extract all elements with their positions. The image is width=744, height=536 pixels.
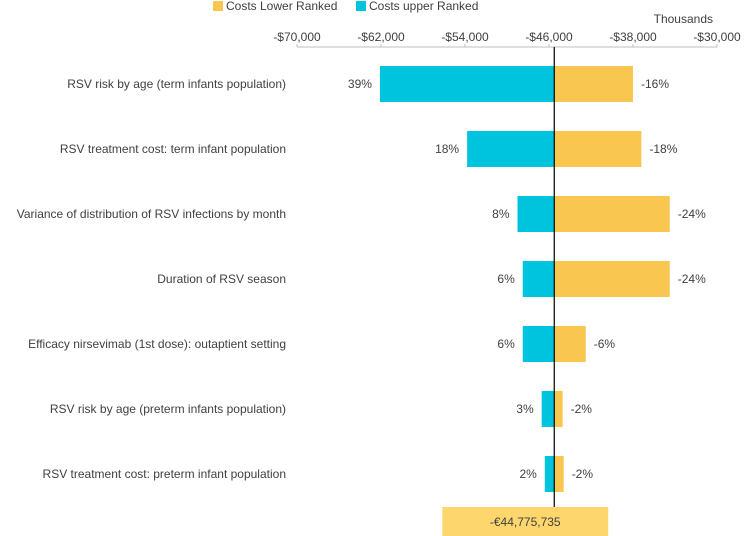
- legend-label-0: Costs Lower Ranked: [226, 0, 337, 13]
- bar-lower-label-2: -24%: [678, 207, 706, 221]
- category-label-1: RSV treatment cost: term infant populati…: [60, 142, 286, 156]
- bar-lower-5: [554, 391, 563, 427]
- x-tick-label-2: -$54,000: [441, 30, 489, 44]
- x-tick-label-1: -$62,000: [357, 30, 405, 44]
- category-label-4: Efficacy nirsevimab (1st dose): outaptie…: [28, 337, 286, 351]
- x-tick-label-3: -$46,000: [525, 30, 573, 44]
- bar-lower-label-4: -6%: [594, 337, 616, 351]
- bar-lower-label-1: -18%: [649, 142, 677, 156]
- bar-upper-label-4: 6%: [497, 337, 515, 351]
- bar-upper-4: [522, 326, 555, 362]
- bar-lower-4: [554, 326, 586, 362]
- legend-swatch-1: [356, 1, 366, 11]
- category-label-0: RSV risk by age (term infants population…: [67, 77, 286, 91]
- bar-lower-0: [554, 66, 633, 102]
- axis-unit-label: Thousands: [654, 12, 713, 26]
- bar-lower-label-5: -2%: [571, 402, 593, 416]
- legend-label-1: Costs upper Ranked: [369, 0, 478, 13]
- bar-upper-2: [517, 196, 555, 232]
- category-label-6: RSV treatment cost: preterm infant popul…: [43, 467, 286, 481]
- bar-upper-6: [544, 456, 555, 492]
- bar-upper-label-6: 2%: [519, 467, 537, 481]
- bar-upper-0: [379, 66, 555, 102]
- x-tick-label-4: -$38,000: [609, 30, 657, 44]
- base-value-label: -€44,775,735: [490, 515, 561, 529]
- legend-swatch-0: [213, 1, 223, 11]
- bar-upper-3: [522, 261, 555, 297]
- bar-upper-5: [541, 391, 555, 427]
- bar-lower-label-3: -24%: [678, 272, 706, 286]
- bar-lower-2: [554, 196, 670, 232]
- bar-upper-1: [467, 131, 555, 167]
- x-tick-label-0: -$70,000: [273, 30, 321, 44]
- bar-lower-label-0: -16%: [641, 77, 669, 91]
- bar-upper-label-3: 6%: [497, 272, 515, 286]
- bar-upper-label-2: 8%: [492, 207, 510, 221]
- base-value-box: [442, 507, 609, 536]
- category-label-3: Duration of RSV season: [157, 272, 286, 286]
- bar-upper-label-1: 18%: [435, 142, 459, 156]
- bar-upper-label-5: 3%: [516, 402, 534, 416]
- category-label-2: Variance of distribution of RSV infectio…: [17, 207, 286, 221]
- x-tick-label-5: -$30,000: [693, 30, 741, 44]
- category-label-5: RSV risk by age (preterm infants populat…: [50, 402, 286, 416]
- bar-lower-label-6: -2%: [572, 467, 594, 481]
- bar-lower-3: [554, 261, 670, 297]
- bar-lower-6: [554, 456, 564, 492]
- bar-lower-1: [554, 131, 642, 167]
- bar-upper-label-0: 39%: [348, 77, 372, 91]
